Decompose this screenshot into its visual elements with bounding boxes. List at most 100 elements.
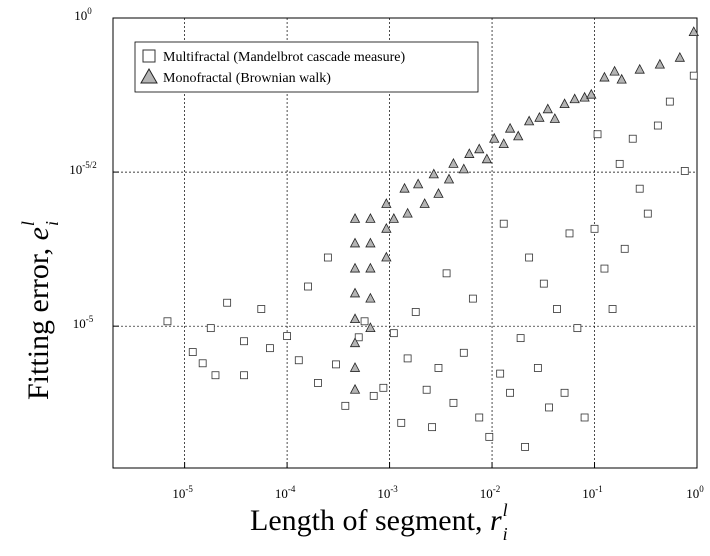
square-point bbox=[689, 71, 698, 80]
tick-base: 10 bbox=[686, 486, 699, 501]
triangle-point bbox=[609, 65, 620, 76]
square-point bbox=[314, 379, 322, 387]
legend-marker bbox=[142, 49, 156, 63]
square-point bbox=[397, 418, 406, 427]
triangle-point bbox=[523, 115, 535, 126]
square-point bbox=[468, 294, 477, 303]
square-point bbox=[354, 333, 363, 342]
square-point bbox=[223, 298, 232, 307]
square-point bbox=[545, 403, 553, 412]
square-point bbox=[422, 385, 431, 394]
square-point bbox=[516, 334, 525, 343]
legend-box bbox=[134, 41, 479, 93]
square-point bbox=[628, 134, 637, 143]
triangle-point bbox=[381, 222, 392, 233]
triangle-point bbox=[464, 148, 475, 158]
triangle-point bbox=[443, 173, 455, 184]
x-axis-label: Length of segment, rl i bbox=[250, 500, 508, 544]
square-point bbox=[449, 398, 458, 407]
triangle-point bbox=[513, 130, 524, 141]
x-tick-label: 10-1 bbox=[582, 484, 603, 501]
square-point bbox=[257, 305, 266, 313]
tick-exponent: -5 bbox=[86, 314, 94, 324]
triangle-point bbox=[349, 383, 361, 394]
triangle-point bbox=[349, 213, 361, 223]
triangle-point bbox=[433, 188, 444, 198]
tick-exponent: -4 bbox=[288, 484, 296, 494]
triangle-point bbox=[428, 168, 439, 179]
square-point bbox=[635, 184, 644, 193]
legend-label: Multifractal (Mandelbrot cascade measure… bbox=[163, 50, 406, 65]
square-point bbox=[506, 388, 514, 397]
tick-base: 10 bbox=[172, 486, 185, 501]
square-point bbox=[379, 383, 388, 392]
triangle-point bbox=[365, 292, 376, 303]
triangle-point bbox=[381, 251, 392, 262]
triangle-point bbox=[419, 198, 430, 208]
axis-symbol: r bbox=[490, 504, 502, 537]
square-point bbox=[593, 130, 602, 139]
square-point bbox=[573, 324, 582, 333]
tick-base: 10 bbox=[69, 162, 82, 177]
y-tick-label: 10-5 bbox=[73, 314, 94, 331]
triangle-point bbox=[349, 237, 361, 248]
legend-label: Monofractal (Brownian walk) bbox=[163, 71, 331, 86]
triangle-point bbox=[481, 153, 493, 164]
square-point bbox=[485, 432, 494, 441]
tick-exponent: -5 bbox=[185, 484, 193, 494]
tick-exponent: -3 bbox=[390, 484, 398, 494]
square-point bbox=[198, 359, 207, 368]
square-point bbox=[539, 279, 548, 288]
triangle-point bbox=[542, 103, 553, 114]
triangle-point bbox=[569, 93, 580, 104]
square-point bbox=[240, 337, 248, 346]
square-point bbox=[580, 413, 589, 422]
square-point bbox=[521, 442, 529, 451]
square-point bbox=[620, 244, 629, 253]
tick-exponent: -2 bbox=[493, 484, 501, 494]
square-point bbox=[411, 308, 420, 316]
triangle-point bbox=[634, 63, 645, 74]
square-point bbox=[332, 360, 340, 369]
triangle-point bbox=[412, 178, 424, 189]
triangle-point bbox=[534, 111, 545, 122]
square-point bbox=[403, 354, 412, 363]
triangle-point bbox=[402, 207, 413, 218]
square-point bbox=[389, 329, 398, 338]
triangle-point bbox=[365, 213, 376, 223]
triangle-point bbox=[458, 163, 469, 174]
triangle-point bbox=[489, 132, 500, 143]
triangle-point bbox=[599, 71, 610, 82]
triangle-point bbox=[616, 73, 627, 84]
square-point bbox=[680, 167, 689, 175]
triangle-point bbox=[349, 287, 361, 298]
square-point bbox=[360, 317, 369, 326]
tick-base: 10 bbox=[275, 486, 288, 501]
square-point bbox=[560, 388, 569, 397]
triangle-point bbox=[498, 138, 509, 148]
tick-base: 10 bbox=[73, 316, 86, 331]
x-tick-label: 10-2 bbox=[480, 484, 501, 501]
triangle-point bbox=[504, 122, 516, 133]
x-tick-label: 10-5 bbox=[172, 484, 193, 501]
triangle-point bbox=[688, 26, 699, 37]
triangle-point bbox=[349, 362, 361, 372]
triangle-point bbox=[349, 262, 361, 273]
square-point bbox=[525, 253, 534, 262]
square-point bbox=[475, 413, 484, 422]
plot-frame bbox=[112, 17, 698, 469]
axis-text: Fitting error, bbox=[22, 240, 55, 400]
tick-base: 10 bbox=[74, 8, 87, 23]
square-point bbox=[323, 253, 332, 262]
tick-exponent: 0 bbox=[699, 484, 704, 494]
triangle-point bbox=[349, 313, 361, 324]
x-tick-label: 100 bbox=[686, 484, 704, 501]
square-point bbox=[341, 401, 350, 410]
triangle-point bbox=[579, 91, 590, 102]
square-point bbox=[240, 371, 248, 380]
triangle-point bbox=[381, 198, 392, 208]
square-point bbox=[294, 356, 303, 365]
tick-base: 10 bbox=[480, 486, 493, 501]
plot-area bbox=[113, 18, 697, 468]
